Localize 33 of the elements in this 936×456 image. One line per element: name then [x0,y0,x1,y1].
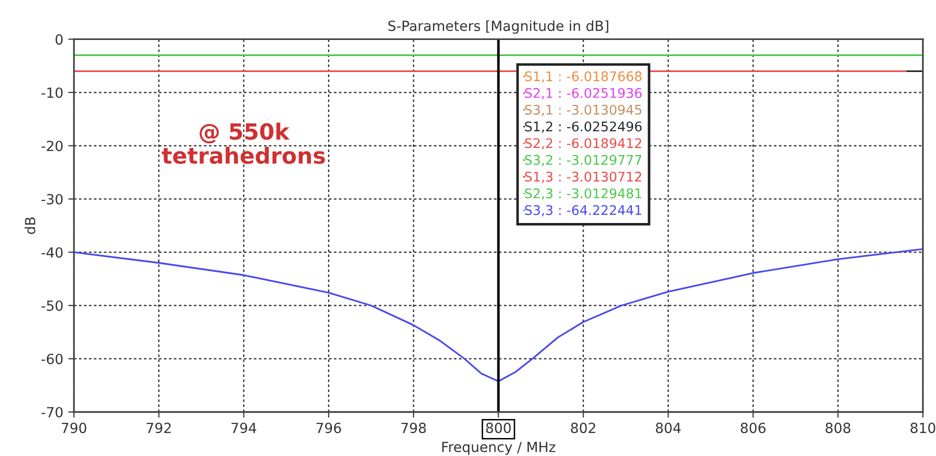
line-series [74,248,923,382]
x-tick-label: 792 [146,422,171,434]
x-tick-label: 810 [910,422,936,434]
x-tick-label: 808 [826,422,850,434]
legend-label: S2,1 : -6.0251936 [525,88,642,100]
y-tick-label: 0 [56,34,63,45]
y-tick-label: -20 [42,140,63,152]
legend-label: S2,3 : -3.0129481 [525,188,642,200]
legend-label: S3,3 : -64.222441 [525,205,642,216]
x-tick-label: 798 [401,422,426,434]
x-tick-label: 790 [62,422,86,434]
y-tick-label: -10 [42,87,63,98]
legend-label: S2,2 : -6.0189412 [525,138,642,150]
y-tick-label: -60 [42,354,63,364]
legend-label: S1,2 : -6.0252496 [525,121,642,133]
y-tick-label: -50 [42,300,63,311]
x-tick-label: 800 [486,422,511,434]
x-tick-label: 804 [656,422,681,434]
y-tick-label: -30 [42,194,63,204]
x-tick-label: 806 [740,422,766,434]
legend-label: S3,2 : -3.0129777 [525,154,642,166]
legend-label: S1,3 : -3.0130712 [525,172,642,183]
annotation: @ 550k tetrahedrons [162,122,325,164]
y-axis-title: dB [24,217,36,234]
legend-label: S3,1 : -3.0130945 [525,104,642,116]
x-tick-label: 794 [232,422,256,434]
y-tick-label: -40 [42,247,63,258]
legend-label: S1,1 : -6.0187668 [525,71,642,83]
x-tick-label: 796 [316,422,342,434]
x-axis-title: Frequency / MHz [442,442,556,455]
y-tick-label: -70 [42,406,63,418]
x-tick-label: 802 [571,422,596,434]
chart-title: S-Parameters [Magnitude in dB] [388,20,608,34]
